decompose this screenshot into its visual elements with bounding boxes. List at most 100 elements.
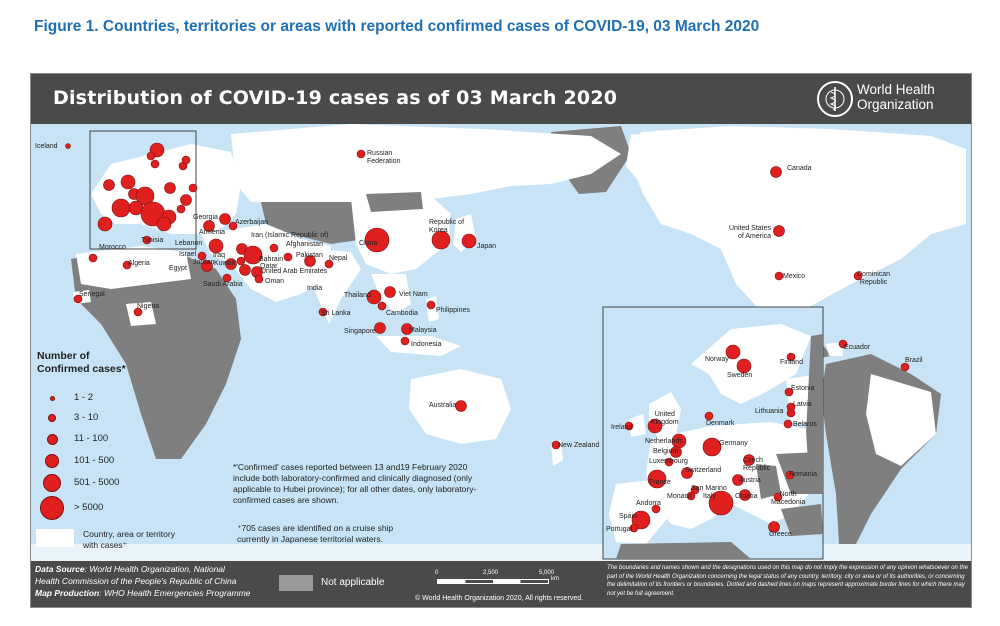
note-cruise: ⁺705 cases are identified on a cruise sh… — [237, 523, 394, 544]
footer-sources: Data Source: World Health Organization, … — [35, 563, 250, 599]
case-marker — [743, 454, 755, 466]
land-africa — [71, 249, 241, 459]
not-applicable-label: Not applicable — [321, 577, 385, 588]
case-marker — [364, 227, 390, 253]
label-dominican: Dominican Republic — [857, 271, 891, 286]
case-marker — [111, 198, 131, 218]
label-austria: Austria — [739, 477, 761, 484]
scale-tick-2: 5,000 — [539, 570, 555, 576]
case-marker — [624, 421, 634, 431]
label-china: China — [359, 240, 378, 247]
case-marker — [725, 344, 741, 360]
case-marker — [551, 440, 561, 450]
case-marker — [318, 307, 328, 317]
case-marker — [146, 151, 156, 161]
case-marker — [208, 238, 224, 254]
label-russia: Russian Federation — [367, 150, 401, 165]
label-iran: Iran (Islamic Republic of) — [251, 232, 329, 239]
case-marker — [225, 258, 237, 270]
case-marker — [197, 251, 207, 261]
data-source-text2: Health Commission of the People's Republ… — [35, 576, 237, 586]
legend-row: > 5000 — [36, 496, 166, 520]
case-marker — [647, 418, 663, 434]
label-norway: Norway — [705, 356, 729, 363]
legend-label: 3 - 10 — [74, 412, 99, 423]
label-indonesia: Indonesia — [411, 341, 442, 348]
label-ireland: Ireland — [611, 424, 633, 431]
case-marker — [702, 437, 722, 457]
map-frame: Distribution of COVID-19 cases as of 03 … — [30, 73, 972, 608]
case-marker — [783, 419, 793, 429]
inset-continent — [646, 422, 809, 529]
case-marker — [73, 294, 83, 304]
label-brazil: Brazil — [905, 357, 923, 364]
case-marker — [228, 221, 238, 231]
case-marker — [156, 216, 172, 232]
map-production-label: Map Production — [35, 588, 100, 598]
case-marker — [65, 143, 71, 149]
data-source-text: : World Health Organization, National — [84, 564, 225, 574]
case-marker — [243, 245, 263, 265]
case-marker — [150, 159, 160, 169]
case-marker — [222, 273, 232, 283]
label-saudi: Saudi Arabia — [203, 281, 243, 288]
label-finland: Finland — [780, 359, 803, 366]
legend-title: Number of Confirmed cases* — [37, 350, 126, 375]
case-marker — [133, 307, 143, 317]
legend-marker — [48, 414, 56, 422]
case-marker — [455, 400, 467, 412]
map-banner: Distribution of COVID-19 cases as of 03 … — [31, 74, 971, 124]
label-italy: Italy — [703, 493, 716, 500]
label-canada: Canada — [787, 165, 812, 172]
scale-tick-1: 2,500 — [483, 570, 499, 576]
case-marker — [629, 523, 639, 533]
label-ecuador: Ecuador — [844, 344, 871, 351]
label-australia: Australia — [429, 402, 457, 409]
case-marker — [181, 155, 191, 165]
label-morocco: Morocco — [99, 244, 126, 251]
label-newzealand: New Zealand — [558, 442, 600, 449]
case-marker — [120, 174, 136, 190]
label-georgia: Georgia — [193, 214, 218, 221]
label-uae: United Arab Emirates — [261, 268, 328, 275]
case-markers — [65, 142, 910, 533]
case-marker — [732, 474, 744, 486]
case-marker — [838, 339, 848, 349]
legend-row: 3 - 10 — [36, 407, 166, 429]
case-marker — [690, 485, 700, 495]
scale-bar-graphic — [437, 579, 549, 584]
who-emblem-icon — [817, 81, 853, 117]
case-marker — [708, 490, 734, 516]
label-india: India — [307, 285, 323, 292]
label-uk: United Kingdom — [651, 411, 679, 426]
legend-marker — [40, 496, 64, 520]
case-marker — [122, 260, 132, 270]
case-marker — [384, 286, 396, 298]
legend-marker — [45, 454, 59, 468]
label-oman: Oman — [265, 278, 285, 285]
label-latvia: Latvia — [793, 401, 812, 408]
case-marker — [853, 271, 863, 281]
case-marker — [269, 243, 279, 253]
land-china — [351, 196, 451, 274]
case-marker — [304, 255, 316, 267]
label-mexico: Mexico — [783, 273, 806, 280]
case-marker — [219, 213, 231, 225]
case-marker — [631, 510, 651, 530]
who-line2: Organization — [857, 97, 934, 112]
map-title: Distribution of COVID-19 cases as of 03 … — [53, 87, 618, 109]
label-srilanka: Sri Lanka — [321, 310, 351, 317]
case-marker — [670, 446, 682, 458]
case-marker — [426, 300, 436, 310]
label-france: France — [649, 479, 671, 486]
case-marker — [686, 491, 696, 501]
case-marker — [773, 492, 783, 502]
land-north-america — [631, 126, 966, 326]
case-marker — [203, 220, 215, 232]
land-middle-east — [201, 224, 331, 302]
land-indonesia — [376, 336, 461, 356]
label-jordan: Jordan — [193, 259, 215, 266]
map-footer: Data Source: World Health Organization, … — [31, 561, 971, 607]
case-marker — [681, 467, 693, 479]
scale-tick-0: 0 — [435, 570, 439, 576]
